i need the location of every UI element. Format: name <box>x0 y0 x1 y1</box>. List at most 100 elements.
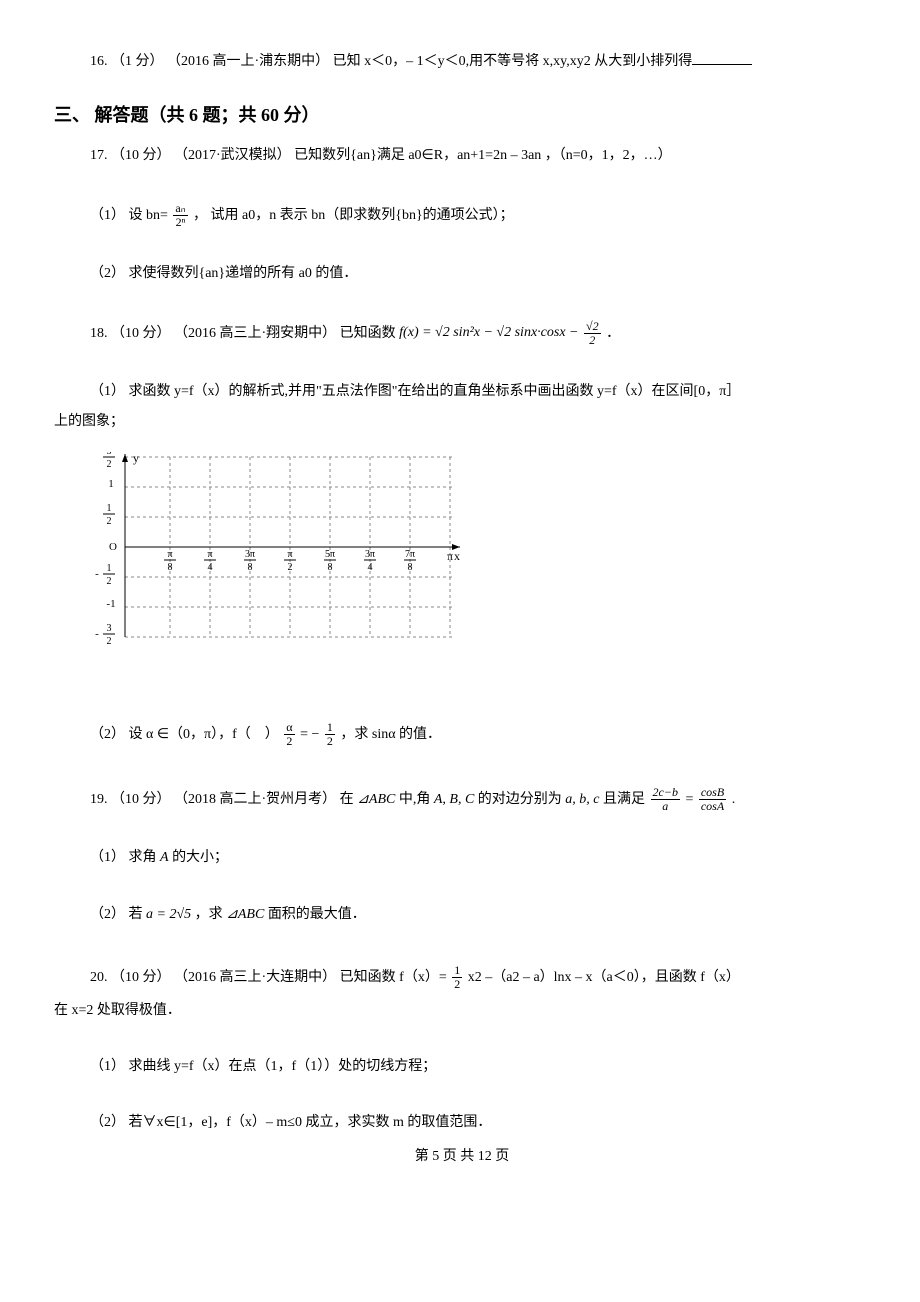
q20-points: （10 分） <box>111 970 171 985</box>
q17-part2: （2） 求使得数列{an}递增的所有 a0 的值． <box>54 263 870 285</box>
q20-part1-label: （1） <box>90 1059 125 1074</box>
svg-text:-: - <box>95 628 99 640</box>
q18-part2: （2） 设 α ∈（0，π），f（ ） α 2 = − 1 2 ，求 sinα … <box>54 721 870 748</box>
q18-formula-main: f(x) = √2 sin²x − √2 sinx·cosx − <box>399 325 582 340</box>
spacer <box>54 355 870 381</box>
q19-line: 19. （10 分） （2018 高二上·贺州月考） 在 ⊿ABC 中,角 A,… <box>54 786 870 813</box>
q16-number: 16. <box>90 54 108 69</box>
q20-text-a: 已知函数 f（x）= <box>340 970 451 985</box>
frac-num: aₙ <box>173 202 187 216</box>
spacer <box>54 294 870 320</box>
q16-points: （1 分） <box>111 54 164 69</box>
q19-rhs: cosB cosA <box>699 786 726 813</box>
q19-lhs: 2c−b a <box>651 786 680 813</box>
svg-text:2: 2 <box>107 636 112 647</box>
page-footer: 第 5 页 共 12 页 <box>54 1145 870 1165</box>
q17-source: （2017·武汉模拟） <box>174 148 291 163</box>
q18-part1-line1: （1） 求函数 y=f（x）的解析式,并用"五点法作图"在给出的直角坐标系中画出… <box>54 381 870 403</box>
svg-text:1: 1 <box>108 478 114 490</box>
q18-eq: = <box>300 727 311 742</box>
frac-num: α <box>284 721 294 735</box>
q18-source: （2016 高三上·翔安期中） <box>174 325 336 340</box>
frac-den: 2ⁿ <box>173 216 187 229</box>
q19-part2-label: （2） <box>90 907 125 922</box>
spacer <box>54 821 870 847</box>
svg-text:3π: 3π <box>245 549 255 560</box>
svg-text:4: 4 <box>208 562 213 573</box>
q19-text-e: . <box>732 792 736 807</box>
q18-part1-line2: 上的图象； <box>54 411 870 433</box>
q17-line: 17. （10 分） （2017·武汉模拟） 已知数列{an}满足 a0∈R，a… <box>54 145 870 167</box>
q17-part1: （1） 设 bn= aₙ 2ⁿ ， 试用 a0，n 表示 bn（即求数列{bn}… <box>54 202 870 229</box>
q19-part1-text2: 的大小； <box>172 850 228 865</box>
spacer <box>54 878 870 904</box>
svg-text:1: 1 <box>107 503 112 514</box>
q19-part2-val: a = 2√5 <box>146 907 191 922</box>
q18-formula: f(x) = √2 sin²x − √2 sinx·cosx − √2 2 <box>399 325 606 340</box>
q20-part1-text: 求曲线 y=f（x）在点（1，f（1））处的切线方程； <box>129 1059 437 1074</box>
svg-text:y: y <box>133 452 139 465</box>
q20-line2: 在 x=2 处取得极值． <box>54 1000 870 1022</box>
frac-den: cosA <box>699 800 726 813</box>
q19-text-c: 的对边分别为 <box>478 792 566 807</box>
svg-text:3π: 3π <box>365 549 375 560</box>
svg-text:2: 2 <box>107 459 112 470</box>
q18-part2-c: ，求 sinα 的值． <box>340 727 441 742</box>
q19-triangle: ⊿ABC <box>357 792 395 807</box>
q19-text-a: 在 <box>340 792 358 807</box>
q17-part2-label: （2） <box>90 266 125 281</box>
q19-part2-a: 若 <box>129 907 147 922</box>
svg-text:7π: 7π <box>405 549 415 560</box>
q20-line1: 20. （10 分） （2016 高三上·大连期中） 已知函数 f（x）= 1 … <box>54 964 870 991</box>
q18-line: 18. （10 分） （2016 高三上·翔安期中） 已知函数 f(x) = √… <box>54 320 870 347</box>
q19-part2-c: 面积的最大值． <box>268 907 366 922</box>
page-content: 16. （1 分） （2016 高一上·浦东期中） 已知 x＜0，– 1＜y＜0… <box>0 0 920 1185</box>
svg-text:2: 2 <box>288 562 293 573</box>
q18-part2-b: ） <box>265 727 279 742</box>
q16-line: 16. （1 分） （2016 高一上·浦东期中） 已知 x＜0，– 1＜y＜0… <box>54 50 870 73</box>
q17-points: （10 分） <box>111 148 171 163</box>
q18-part1-a: 求函数 y=f（x）的解析式,并用"五点法作图"在给出的直角坐标系中画出函数 y… <box>129 384 741 399</box>
spacer <box>54 176 870 202</box>
q18-points: （10 分） <box>111 325 171 340</box>
q19-part1-label: （1） <box>90 850 125 865</box>
q17-text: 已知数列{an}满足 a0∈R，an+1=2n – 3an ，（n=0，1，2，… <box>294 148 672 163</box>
q19-part1-text: 求角 <box>129 850 161 865</box>
frac-den: 2 <box>452 978 462 991</box>
q20-part2: （2） 若∀x∈[1，e]，f（x）– m≤0 成立，求实数 m 的取值范围． <box>54 1112 870 1134</box>
q20-number: 20. <box>90 970 108 985</box>
spacer <box>54 1030 870 1056</box>
q20-part1: （1） 求曲线 y=f（x）在点（1，f（1））处的切线方程； <box>54 1056 870 1078</box>
svg-text:π: π <box>207 549 212 560</box>
svg-text:8: 8 <box>408 562 413 573</box>
q19-A: A <box>160 850 169 865</box>
svg-text:4: 4 <box>368 562 373 573</box>
q16-text: 已知 x＜0，– 1＜y＜0,用不等号将 x,xy,xy2 从大到小排列得 <box>333 54 693 69</box>
svg-text:π: π <box>447 549 453 563</box>
q18-part2-a: 设 α ∈（0，π），f（ <box>129 727 251 742</box>
spacer <box>54 934 870 964</box>
graph-svg: 32112O12--132-π8π43π8π25π83π47π8πyx <box>90 452 470 652</box>
svg-text:1: 1 <box>107 563 112 574</box>
frac-den: 2 <box>284 735 294 748</box>
frac-den: 2 <box>325 735 335 748</box>
q18-text-a: 已知函数 <box>340 325 400 340</box>
q20-text-c: 在 x=2 处取得极值． <box>54 1003 181 1018</box>
q19-text-b: 中,角 <box>399 792 434 807</box>
q19-text-d: 且满足 <box>603 792 649 807</box>
svg-text:O: O <box>109 541 117 553</box>
q19-source: （2018 高二上·贺州月考） <box>174 792 336 807</box>
q18-number: 18. <box>90 325 108 340</box>
q18-text-b: ． <box>606 325 620 340</box>
svg-text:2: 2 <box>107 516 112 527</box>
svg-text:8: 8 <box>248 562 253 573</box>
frac-den: 2 <box>584 334 601 347</box>
coordinate-graph: 32112O12--132-π8π43π8π25π83π47π8πyx <box>90 452 870 657</box>
svg-text:π: π <box>167 549 172 560</box>
frac-num: cosB <box>699 786 726 800</box>
q18-frac1: α 2 <box>284 721 294 748</box>
section-3-title: 三、 解答题（共 6 题；共 60 分） <box>54 101 870 127</box>
q17-part2-text: 求使得数列{an}递增的所有 a0 的值． <box>129 266 358 281</box>
q18-part2-label: （2） <box>90 727 125 742</box>
q18-frac: √2 2 <box>584 320 601 347</box>
